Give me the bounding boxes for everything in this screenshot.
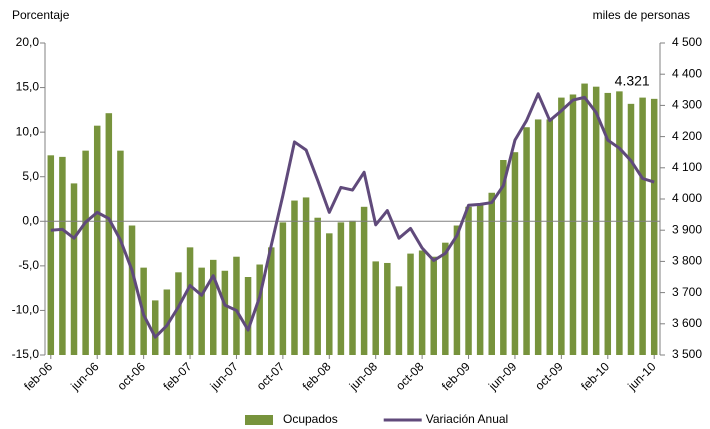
y2-tick-label: 3 600 xyxy=(672,316,702,330)
bar xyxy=(558,97,565,355)
bar xyxy=(117,150,124,355)
bar xyxy=(105,113,113,355)
bar xyxy=(511,152,519,355)
x-tick-label: feb-09 xyxy=(439,359,473,393)
bar xyxy=(233,256,240,355)
bar xyxy=(256,264,263,355)
bar xyxy=(395,286,403,355)
y2-tick-label: 3 500 xyxy=(672,347,702,361)
bar xyxy=(349,220,356,355)
y-tick-label: 10,0 xyxy=(16,124,40,138)
bar xyxy=(59,156,66,355)
bar xyxy=(326,233,333,355)
y2-tick-label: 3 800 xyxy=(672,254,702,268)
annotation: 4.321 xyxy=(615,73,650,89)
bar xyxy=(476,203,484,355)
legend-label: Variación Anual xyxy=(426,412,509,426)
bar xyxy=(407,253,414,355)
y2-tick-label: 4 200 xyxy=(672,129,702,143)
bar xyxy=(384,262,391,355)
x-tick-label: jun-07 xyxy=(207,359,241,393)
bar xyxy=(221,270,229,355)
y-tick-label: -10,0 xyxy=(12,303,40,317)
y2-tick-label: 3 900 xyxy=(672,222,702,236)
x-tick-label: feb-08 xyxy=(300,359,334,393)
bar xyxy=(430,256,437,355)
x-tick-label: jun-06 xyxy=(67,359,101,393)
bar xyxy=(210,259,217,355)
bar xyxy=(279,222,287,355)
x-tick-label: feb-07 xyxy=(160,359,194,393)
bar xyxy=(82,150,89,355)
bar xyxy=(488,192,495,355)
x-tick-label: jun-09 xyxy=(485,359,519,393)
x-tick-label: jun-08 xyxy=(346,359,380,393)
bar xyxy=(627,103,635,355)
bar xyxy=(453,225,461,355)
bar xyxy=(500,160,507,355)
bar xyxy=(523,127,530,356)
bar xyxy=(70,183,78,355)
bar xyxy=(175,272,182,355)
bar xyxy=(534,119,542,355)
y-axis-label: Porcentaje xyxy=(12,8,70,22)
legend-label: Ocupados xyxy=(283,412,338,426)
y2-tick-label: 4 400 xyxy=(672,66,702,80)
bar xyxy=(442,242,449,355)
x-tick-label: feb-10 xyxy=(578,359,612,393)
bar xyxy=(337,222,345,355)
bar xyxy=(569,94,577,355)
bar xyxy=(616,91,623,356)
bar xyxy=(314,217,321,355)
bar xyxy=(128,225,136,355)
bar xyxy=(186,247,194,355)
y-tick-label: 0,0 xyxy=(22,213,39,227)
bar xyxy=(604,92,612,356)
y-tick-label: 20,0 xyxy=(16,35,40,49)
line xyxy=(50,92,655,339)
x-tick-label: oct-06 xyxy=(115,359,149,393)
bar xyxy=(268,247,275,355)
bar xyxy=(650,98,658,356)
y2-tick-label: 3 700 xyxy=(672,285,702,299)
x-tick-label: oct-08 xyxy=(393,359,427,393)
bar xyxy=(302,197,310,355)
x-tick-label: oct-09 xyxy=(532,359,566,393)
y-tick-label: 15,0 xyxy=(16,80,40,94)
bar xyxy=(291,200,298,355)
y-tick-label: 5,0 xyxy=(22,169,39,183)
bar xyxy=(418,250,426,355)
y2-tick-label: 4 300 xyxy=(672,98,702,112)
bar xyxy=(151,300,159,355)
y-tick-label: -15,0 xyxy=(12,347,40,361)
bar xyxy=(639,97,646,355)
bar xyxy=(581,83,588,355)
x-tick-label: jun-10 xyxy=(624,359,658,393)
y2-tick-label: 4 000 xyxy=(672,191,702,205)
bar xyxy=(465,206,472,355)
bar xyxy=(372,261,379,355)
legend-swatch xyxy=(245,415,273,425)
bar xyxy=(93,125,101,356)
bar xyxy=(163,289,171,355)
bar xyxy=(198,267,205,355)
bar xyxy=(546,119,554,355)
bar xyxy=(47,155,55,355)
x-tick-label: oct-07 xyxy=(254,359,288,393)
y2-axis-label: miles de personas xyxy=(593,8,690,22)
y2-tick-label: 4 500 xyxy=(672,35,702,49)
y-tick-label: -5,0 xyxy=(18,258,39,272)
y2-tick-label: 4 100 xyxy=(672,160,702,174)
bar xyxy=(244,277,252,355)
x-tick-label: feb-06 xyxy=(21,359,55,393)
bar xyxy=(360,206,368,355)
